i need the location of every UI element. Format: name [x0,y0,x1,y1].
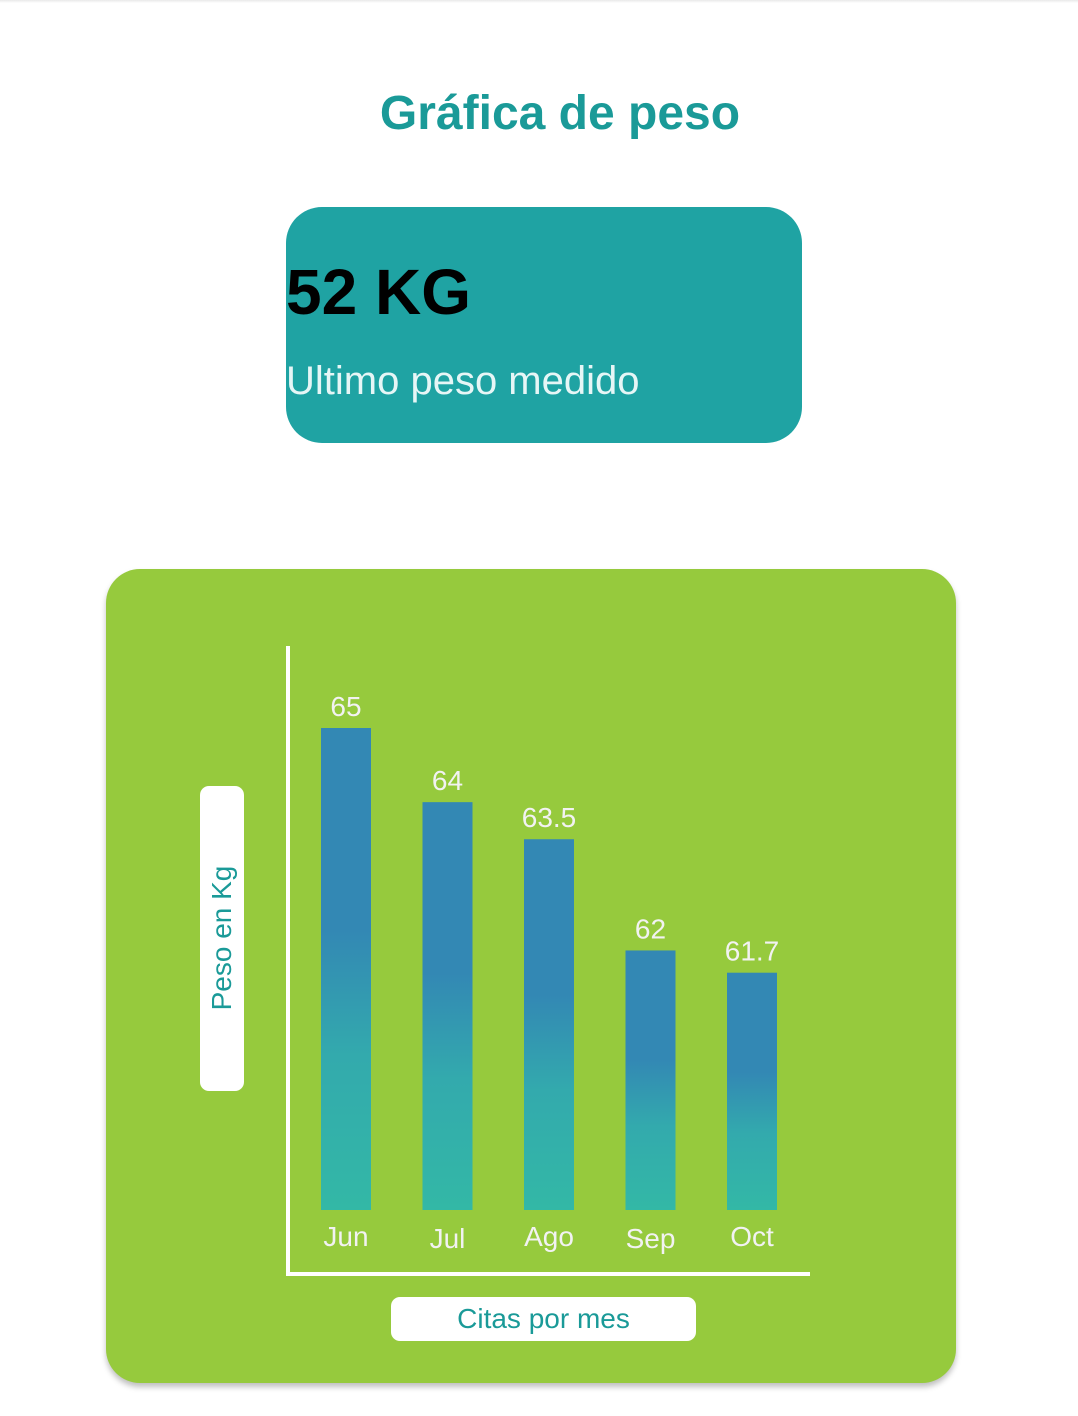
bar-jun [321,728,371,1210]
x-axis-label: Citas por mes [391,1297,696,1341]
category-label-sep: Sep [626,1223,676,1254]
bar-oct [727,972,777,1210]
bar-value-label: 64 [432,765,463,796]
page-title: Gráfica de peso [379,87,741,140]
top-shadow [0,0,1078,3]
last-weight-value: 52 KG [286,256,471,328]
bar-sep [625,950,676,1210]
bar-jul [422,802,473,1210]
last-weight-caption: Ultimo peso medido [286,359,640,403]
y-axis-label: Peso en Kg [206,865,237,1011]
category-label-ago: Ago [524,1221,574,1252]
category-label-jun: Jun [323,1221,368,1252]
bar-value-label: 63.5 [522,802,577,833]
category-label-oct: Oct [730,1221,774,1252]
y-axis-label-box [200,786,244,1091]
category-label-jul: Jul [430,1223,466,1254]
bar-ago [524,839,574,1210]
bar-value-label: 62 [635,913,666,944]
bar-value-label: 61.7 [725,936,780,967]
bar-value-label: 65 [330,691,361,722]
last-weight-card [286,207,802,443]
